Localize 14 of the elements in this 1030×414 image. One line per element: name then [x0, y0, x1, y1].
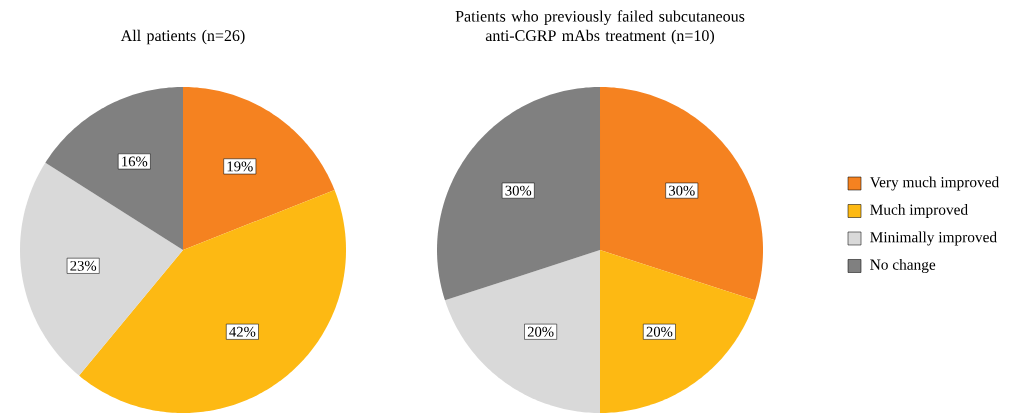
legend-label: Minimally improved [870, 231, 997, 246]
data-label: 19% [227, 161, 253, 172]
data-label: 23% [70, 260, 97, 271]
data-label: 30% [669, 185, 695, 196]
chart-title: All patients (n=26) [120, 29, 245, 45]
data-label: 20% [527, 326, 554, 337]
legend-label: No change [870, 259, 936, 273]
legend-label: Much improved [870, 204, 968, 218]
legend-label: Very much improved [869, 176, 1000, 191]
data-label: 16% [122, 156, 148, 167]
data-label: 20% [646, 326, 673, 337]
data-label: 30% [505, 185, 532, 196]
chart-title: Patients who previously failed subcutaneous anti-CGRP mAbs treatment (n=10) [455, 10, 745, 45]
data-label: 42% [229, 326, 256, 337]
